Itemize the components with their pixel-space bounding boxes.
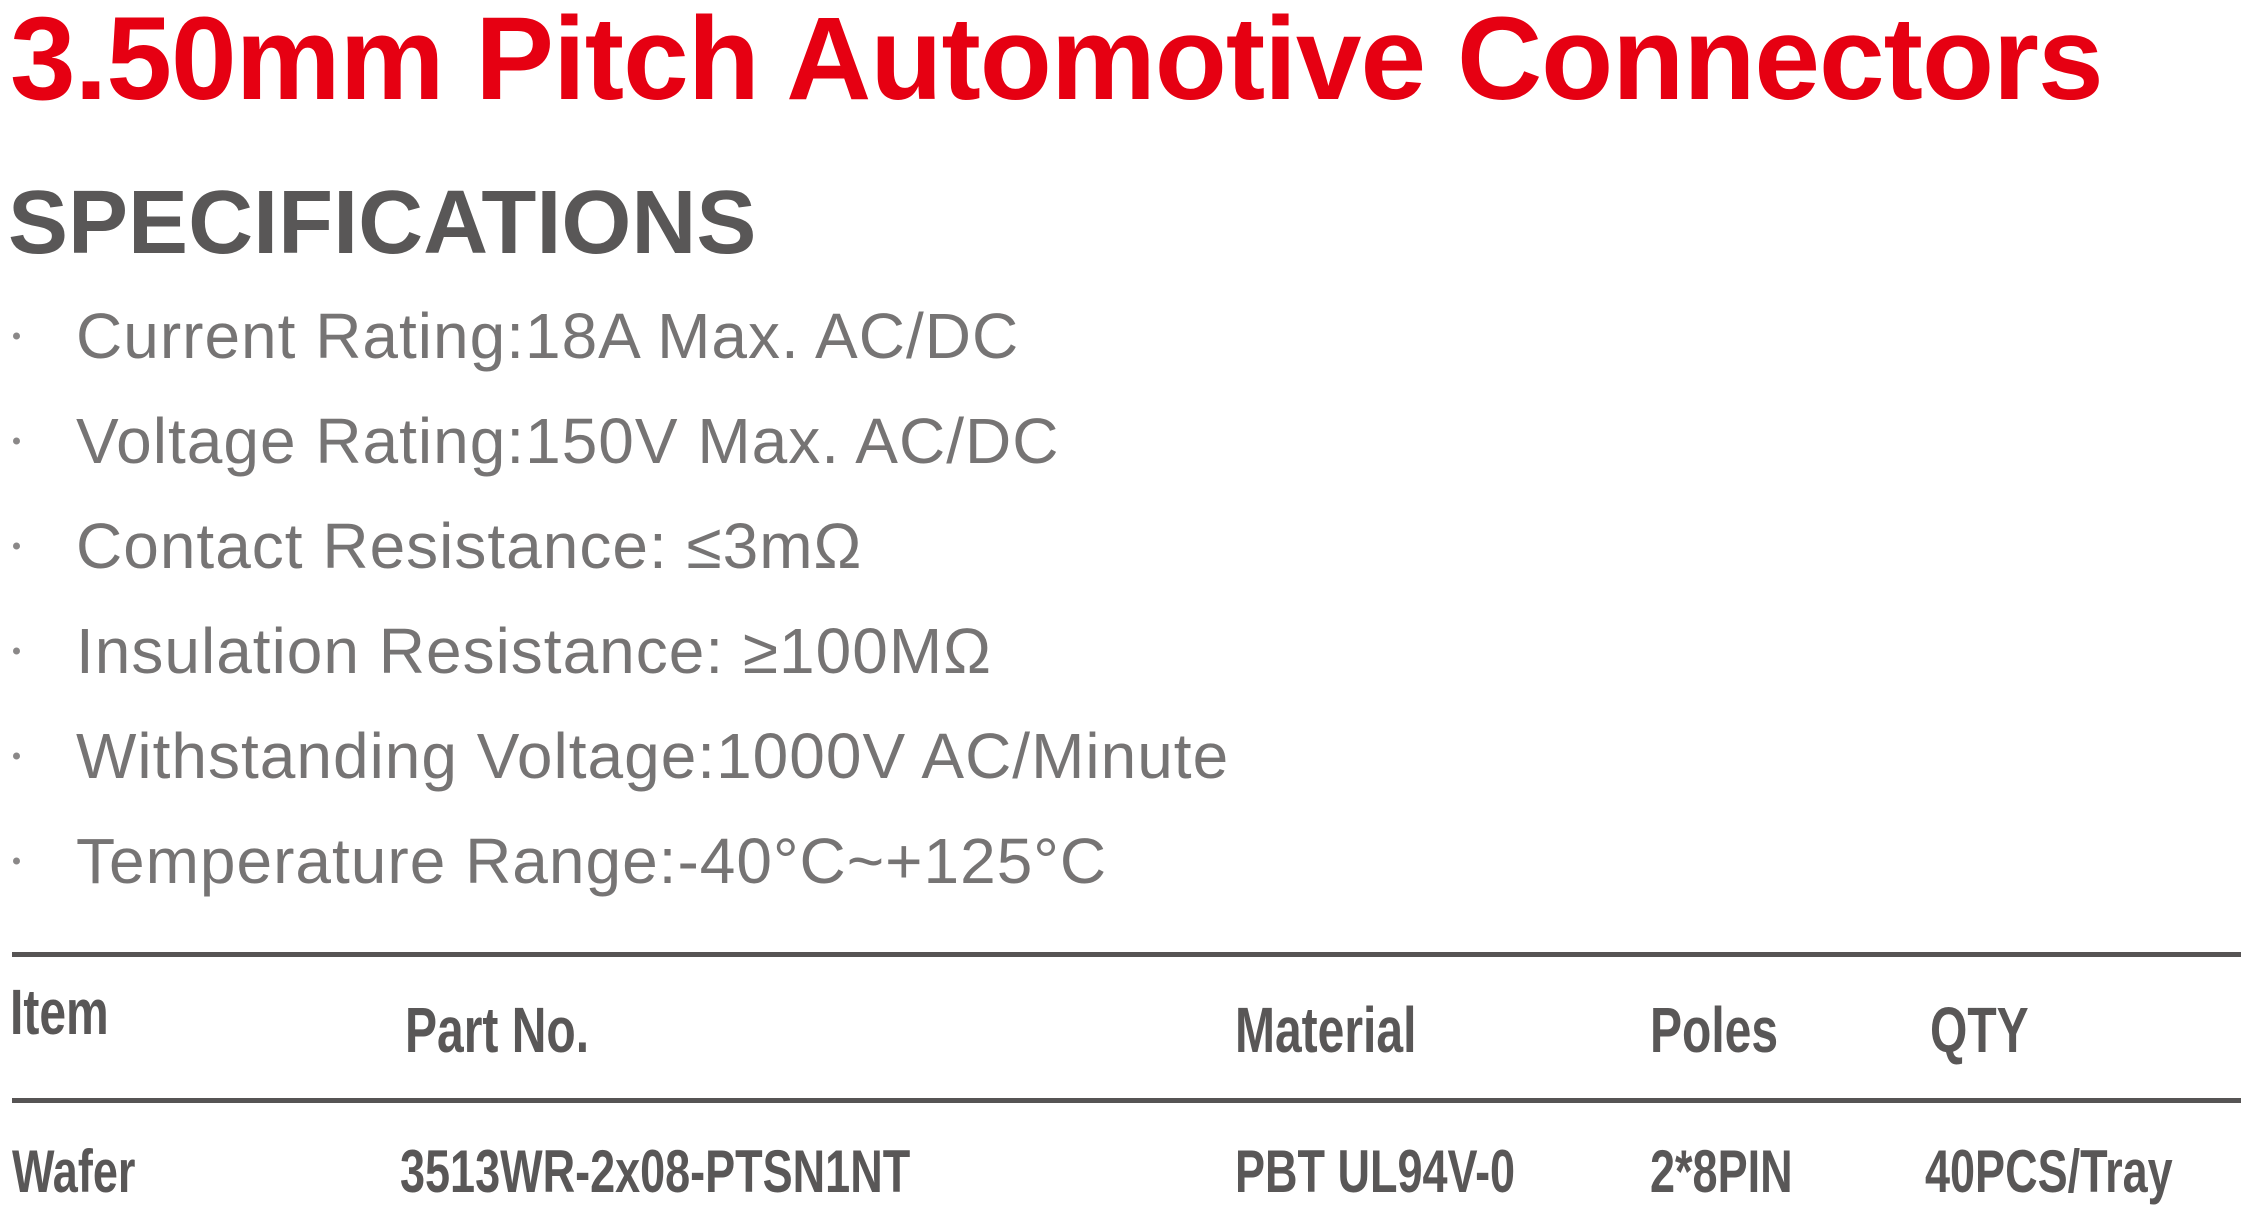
column-header-material: Material (1235, 994, 1417, 1066)
specifications-heading: SPECIFICATIONS (8, 173, 757, 273)
bullet-icon (13, 437, 20, 444)
spec-item-text: Voltage Rating:150V Max. AC/DC (76, 404, 1060, 477)
table-cell-material: PBT UL94V-0 (1235, 1138, 1516, 1205)
spec-item-text: Contact Resistance: ≤3mΩ (76, 509, 863, 582)
spec-item-text: Current Rating:18A Max. AC/DC (76, 299, 1020, 372)
table-cell-qty: 40PCS/Tray (1925, 1138, 2173, 1205)
table-cell-poles: 2*8PIN (1650, 1138, 1793, 1205)
page-title: 3.50mm Pitch Automotive Connectors (10, 0, 2104, 125)
column-header-qty: QTY (1930, 994, 2029, 1066)
specifications-list: Current Rating:18A Max. AC/DC Voltage Ra… (0, 283, 2245, 913)
spec-item-text: Withstanding Voltage:1000V AC/Minute (76, 719, 1230, 792)
bullet-icon (13, 752, 20, 759)
spec-item-text: Insulation Resistance: ≥100MΩ (76, 614, 992, 687)
bullet-icon (13, 542, 20, 549)
list-item: Temperature Range:-40°C~+125°C (0, 808, 2245, 913)
list-item: Insulation Resistance: ≥100MΩ (0, 598, 2245, 703)
list-item: Withstanding Voltage:1000V AC/Minute (0, 703, 2245, 808)
table-top-rule (12, 952, 2241, 957)
list-item: Current Rating:18A Max. AC/DC (0, 283, 2245, 388)
column-header-poles: Poles (1650, 994, 1779, 1066)
bullet-icon (13, 857, 20, 864)
bullet-icon (13, 332, 20, 339)
bullet-icon (13, 647, 20, 654)
spec-item-text: Temperature Range:-40°C~+125°C (76, 824, 1108, 897)
column-header-item: Item (10, 976, 109, 1048)
table-header-rule (12, 1098, 2241, 1103)
table-cell-item: Wafer (12, 1138, 136, 1205)
column-header-part-no: Part No. (405, 994, 590, 1066)
list-item: Voltage Rating:150V Max. AC/DC (0, 388, 2245, 493)
list-item: Contact Resistance: ≤3mΩ (0, 493, 2245, 598)
table-cell-part-no: 3513WR-2x08-PTSN1NT (400, 1138, 911, 1205)
